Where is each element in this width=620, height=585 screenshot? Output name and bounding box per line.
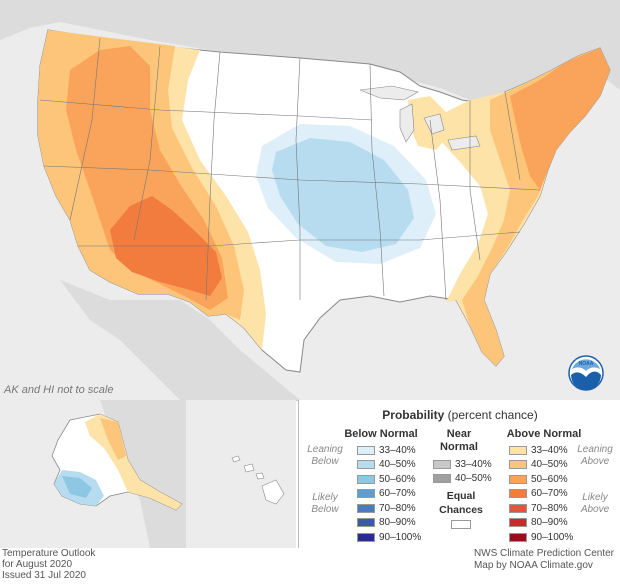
above-normal-heading: Above Normal (506, 428, 582, 440)
leaning-below-label: Leaning Below (307, 444, 343, 467)
legend-title-rest: (percent chance) (444, 408, 538, 422)
below-row: 33–40% (357, 444, 416, 456)
footer-source: NWS Climate Prediction Center (473, 548, 614, 559)
below-40-50 (272, 138, 414, 252)
footer-map-credit: Map by NOAA Climate.gov (473, 560, 593, 571)
below-swatch (357, 460, 375, 469)
above-range-label: 70–80% (531, 502, 568, 514)
great-lakes (359, 85, 481, 151)
below-swatch (357, 489, 375, 498)
above-range-label: 33–40% (531, 444, 568, 456)
above-swatch (509, 460, 527, 469)
below-range-label: 33–40% (379, 444, 416, 456)
probability-legend: Probability (percent chance) Below Norma… (298, 400, 620, 548)
near-row: 40–50% (433, 473, 492, 485)
below-range-label: 50–60% (379, 473, 416, 485)
alaska-hawaii-inset (0, 400, 296, 548)
canada-landmass (0, 0, 620, 110)
above-row: 40–50% (509, 459, 568, 471)
near-range-label: 33–40% (455, 458, 492, 470)
below-row: 90–100% (357, 531, 421, 543)
above-swatch (509, 503, 527, 513)
near-swatch (433, 459, 451, 469)
footer-issued: Issued 31 Jul 2020 (2, 570, 86, 581)
equal-chances-label-2: Chances (439, 504, 483, 516)
hawaii-shape (231, 455, 285, 505)
above-50-60-east (510, 48, 610, 190)
above-row: 80–90% (509, 517, 568, 529)
legend-title: Probability (percent chance) (299, 408, 620, 422)
above-range-label: 90–100% (531, 531, 574, 543)
divider-vertical (185, 400, 186, 548)
above-range-label: 80–90% (531, 517, 568, 528)
state-boundaries (39, 37, 541, 301)
leaning-above-label: Leaning Above (577, 444, 613, 467)
below-range-label: 60–70% (379, 488, 416, 499)
above-swatch (509, 489, 527, 498)
equal-chances-swatch (451, 520, 471, 529)
near-normal-heading-2: Normal (440, 441, 478, 453)
noaa-logo: NOAA (568, 355, 604, 391)
legend-title-bold: Probability (382, 408, 445, 422)
above-row: 90–100% (509, 531, 573, 543)
below-swatch (357, 518, 375, 527)
below-row: 80–90% (357, 517, 416, 529)
above-range-label: 50–60% (531, 473, 568, 485)
below-range-label: 90–100% (379, 531, 422, 543)
footer-period: for August 2020 (2, 559, 73, 570)
near-swatch (433, 474, 451, 483)
footer-title: Temperature Outlook (2, 548, 96, 559)
above-swatch (509, 445, 527, 455)
outlook-map: NOAA (0, 0, 620, 400)
above-swatch (509, 518, 527, 527)
below-normal-heading: Below Normal (344, 428, 418, 440)
near-range-label: 40–50% (455, 473, 492, 484)
below-row: 50–60% (357, 473, 416, 485)
above-range-label: 60–70% (531, 488, 568, 499)
above-row: 33–40% (509, 444, 568, 456)
below-swatch (357, 445, 375, 455)
footer-credits: NWS Climate Prediction Center Map by NOA… (474, 548, 614, 572)
below-row: 70–80% (357, 502, 416, 514)
likely-above-label: Likely Above (580, 492, 610, 515)
above-swatch (509, 532, 527, 542)
above-row: 70–80% (509, 502, 568, 514)
below-swatch (357, 503, 375, 513)
equal-chances-label-1: Equal (446, 490, 476, 502)
above-row: 60–70% (509, 488, 568, 500)
likely-below-label: Likely Below (311, 492, 339, 515)
near-row: 33–40% (433, 458, 492, 470)
above-swatch (509, 474, 527, 484)
scale-note: AK and HI not to scale (4, 384, 114, 396)
footer-issue-info: Temperature Outlook for August 2020 Issu… (2, 548, 95, 581)
above-range-label: 40–50% (531, 459, 568, 470)
below-swatch (357, 474, 375, 484)
below-range-label: 70–80% (379, 502, 416, 514)
below-row: 60–70% (357, 488, 416, 500)
noaa-logo-text: NOAA (579, 361, 594, 367)
below-range-label: 40–50% (379, 459, 416, 470)
below-row: 40–50% (357, 459, 416, 471)
near-normal-heading-1: Near (446, 428, 472, 440)
above-row: 50–60% (509, 473, 568, 485)
below-range-label: 80–90% (379, 517, 416, 528)
mexico-landmass (60, 280, 300, 400)
below-swatch (357, 532, 375, 542)
